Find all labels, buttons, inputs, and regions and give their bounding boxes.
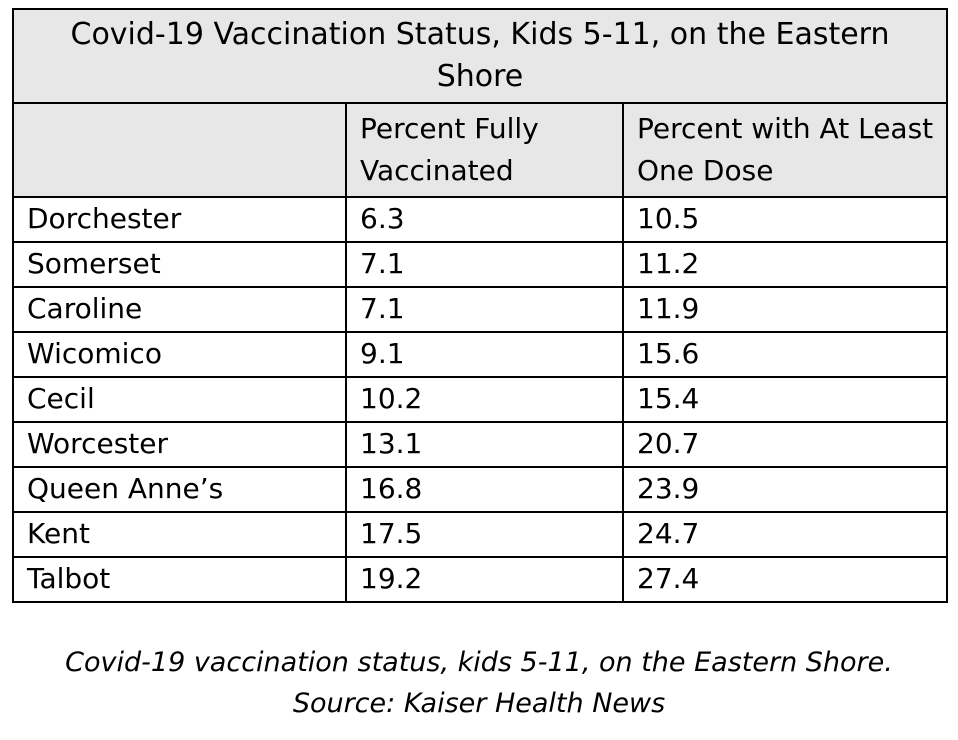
caption-line-2: Source: Kaiser Health News: [292, 688, 666, 720]
one-dose-cell: 20.7: [622, 421, 948, 468]
table-row: Worcester 13.1 20.7: [12, 421, 948, 468]
table-title: Covid-19 Vaccination Status, Kids 5-11, …: [12, 8, 948, 104]
table-body: Dorchester 6.3 10.5 Somerset 7.1 11.2 Ca…: [12, 196, 948, 603]
column-header-one-dose: Percent with At Least One Dose: [622, 102, 948, 198]
one-dose-cell: 15.4: [622, 376, 948, 423]
one-dose-cell: 11.9: [622, 286, 948, 333]
fully-vaccinated-cell: 19.2: [345, 556, 624, 603]
fully-vaccinated-cell: 13.1: [345, 421, 624, 468]
caption-line-1: Covid-19 vaccination status, kids 5-11, …: [65, 647, 893, 678]
fully-vaccinated-cell: 9.1: [345, 331, 624, 378]
county-cell: Caroline: [12, 286, 347, 333]
county-cell: Wicomico: [12, 331, 347, 378]
table-caption: Covid-19 vaccination status, kids 5-11, …: [0, 642, 958, 724]
county-cell: Somerset: [12, 241, 347, 288]
table-title-row: Covid-19 Vaccination Status, Kids 5-11, …: [12, 8, 948, 104]
table-row: Talbot 19.2 27.4: [12, 556, 948, 603]
one-dose-cell: 11.2: [622, 241, 948, 288]
fully-vaccinated-cell: 16.8: [345, 466, 624, 513]
fully-vaccinated-cell: 10.2: [345, 376, 624, 423]
table-row: Somerset 7.1 11.2: [12, 241, 948, 288]
fully-vaccinated-cell: 17.5: [345, 511, 624, 558]
column-header-fully-vaccinated: Percent Fully Vaccinated: [345, 102, 624, 198]
county-cell: Talbot: [12, 556, 347, 603]
one-dose-cell: 15.6: [622, 331, 948, 378]
table-title-text: Covid-19 Vaccination Status, Kids 5-11, …: [70, 17, 890, 94]
table-row: Dorchester 6.3 10.5: [12, 196, 948, 243]
table-row: Cecil 10.2 15.4: [12, 376, 948, 423]
one-dose-cell: 24.7: [622, 511, 948, 558]
county-cell: Worcester: [12, 421, 347, 468]
county-cell: Queen Anne’s: [12, 466, 347, 513]
table-row: Wicomico 9.1 15.6: [12, 331, 948, 378]
column-header-county: [12, 102, 347, 198]
table-row: Kent 17.5 24.7: [12, 511, 948, 558]
one-dose-cell: 10.5: [622, 196, 948, 243]
fully-vaccinated-cell: 6.3: [345, 196, 624, 243]
county-cell: Dorchester: [12, 196, 347, 243]
county-cell: Kent: [12, 511, 347, 558]
fully-vaccinated-cell: 7.1: [345, 241, 624, 288]
table-row: Caroline 7.1 11.9: [12, 286, 948, 333]
table-row: Queen Anne’s 16.8 23.9: [12, 466, 948, 513]
table-header-row: Percent Fully Vaccinated Percent with At…: [12, 102, 948, 198]
fully-vaccinated-cell: 7.1: [345, 286, 624, 333]
county-cell: Cecil: [12, 376, 347, 423]
one-dose-cell: 27.4: [622, 556, 948, 603]
vaccination-table: Covid-19 Vaccination Status, Kids 5-11, …: [12, 8, 948, 603]
one-dose-cell: 23.9: [622, 466, 948, 513]
